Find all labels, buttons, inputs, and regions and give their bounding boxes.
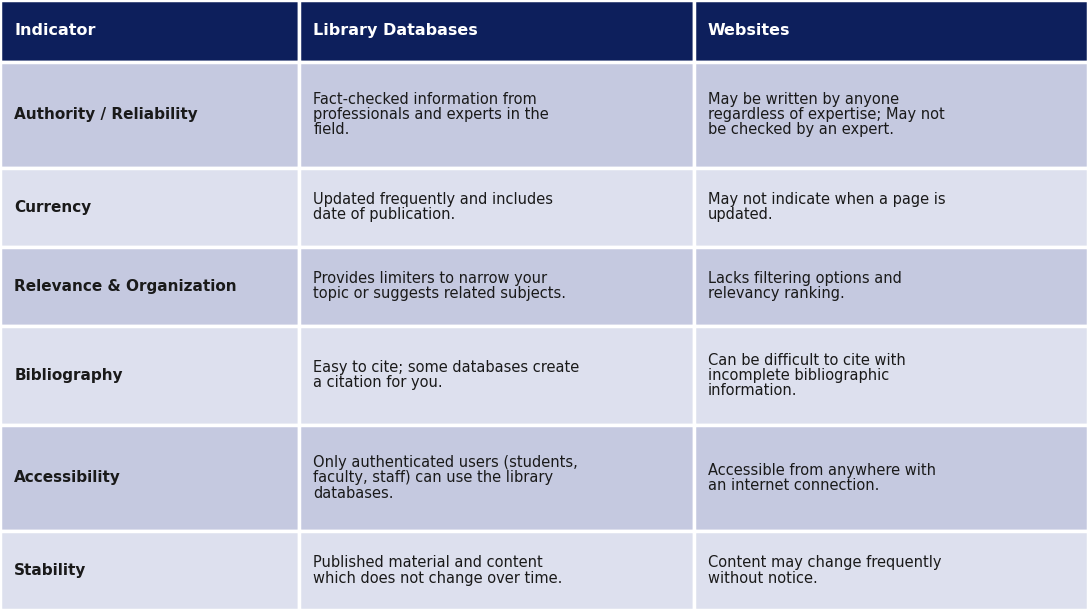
Bar	[299, 326, 694, 425]
Bar	[299, 0, 694, 62]
Bar	[299, 425, 694, 531]
Text: Can be difficult to cite with: Can be difficult to cite with	[707, 353, 905, 368]
Text: which does not change over time.: which does not change over time.	[313, 570, 562, 586]
Bar	[694, 62, 1088, 168]
Text: Currency: Currency	[14, 199, 91, 215]
Bar	[694, 168, 1088, 246]
Text: an internet connection.: an internet connection.	[707, 478, 879, 493]
Text: without notice.: without notice.	[707, 570, 817, 586]
Text: Updated frequently and includes: Updated frequently and includes	[313, 192, 554, 207]
Text: topic or suggests related subjects.: topic or suggests related subjects.	[313, 286, 567, 301]
Text: Stability: Stability	[14, 563, 87, 578]
Text: field.: field.	[313, 123, 349, 137]
Text: Published material and content: Published material and content	[313, 555, 543, 570]
Text: a citation for you.: a citation for you.	[313, 376, 443, 390]
Text: Only authenticated users (students,: Only authenticated users (students,	[313, 455, 578, 470]
Text: Websites: Websites	[707, 23, 790, 38]
Text: Easy to cite; some databases create: Easy to cite; some databases create	[313, 361, 580, 375]
Bar	[694, 425, 1088, 531]
Bar	[0, 0, 299, 62]
Bar	[299, 246, 694, 326]
Bar	[0, 531, 299, 610]
Text: be checked by an expert.: be checked by an expert.	[707, 123, 893, 137]
Text: May be written by anyone: May be written by anyone	[707, 92, 899, 107]
Text: Content may change frequently: Content may change frequently	[707, 555, 941, 570]
Bar	[0, 168, 299, 246]
Text: Provides limiters to narrow your: Provides limiters to narrow your	[313, 271, 547, 286]
Text: date of publication.: date of publication.	[313, 207, 456, 222]
Text: relevancy ranking.: relevancy ranking.	[707, 286, 844, 301]
Text: Authority / Reliability: Authority / Reliability	[14, 107, 198, 122]
Bar	[0, 425, 299, 531]
Text: Library Databases: Library Databases	[313, 23, 478, 38]
Text: Bibliography: Bibliography	[14, 368, 123, 383]
Bar	[299, 168, 694, 246]
Text: regardless of expertise; May not: regardless of expertise; May not	[707, 107, 944, 122]
Text: updated.: updated.	[707, 207, 774, 222]
Bar	[0, 246, 299, 326]
Text: databases.: databases.	[313, 486, 394, 501]
Text: Lacks filtering options and: Lacks filtering options and	[707, 271, 902, 286]
Bar	[694, 246, 1088, 326]
Bar	[299, 531, 694, 610]
Text: faculty, staff) can use the library: faculty, staff) can use the library	[313, 470, 554, 486]
Text: Accessible from anywhere with: Accessible from anywhere with	[707, 463, 936, 478]
Text: Relevance & Organization: Relevance & Organization	[14, 279, 237, 294]
Text: Indicator: Indicator	[14, 23, 96, 38]
Text: incomplete bibliographic: incomplete bibliographic	[707, 368, 889, 383]
Text: information.: information.	[707, 383, 798, 398]
Bar	[694, 0, 1088, 62]
Text: May not indicate when a page is: May not indicate when a page is	[707, 192, 945, 207]
Text: professionals and experts in the: professionals and experts in the	[313, 107, 549, 122]
Bar	[0, 326, 299, 425]
Bar	[299, 62, 694, 168]
Bar	[694, 531, 1088, 610]
Text: Accessibility: Accessibility	[14, 470, 121, 486]
Text: Fact-checked information from: Fact-checked information from	[313, 92, 537, 107]
Bar	[0, 62, 299, 168]
Bar	[694, 326, 1088, 425]
